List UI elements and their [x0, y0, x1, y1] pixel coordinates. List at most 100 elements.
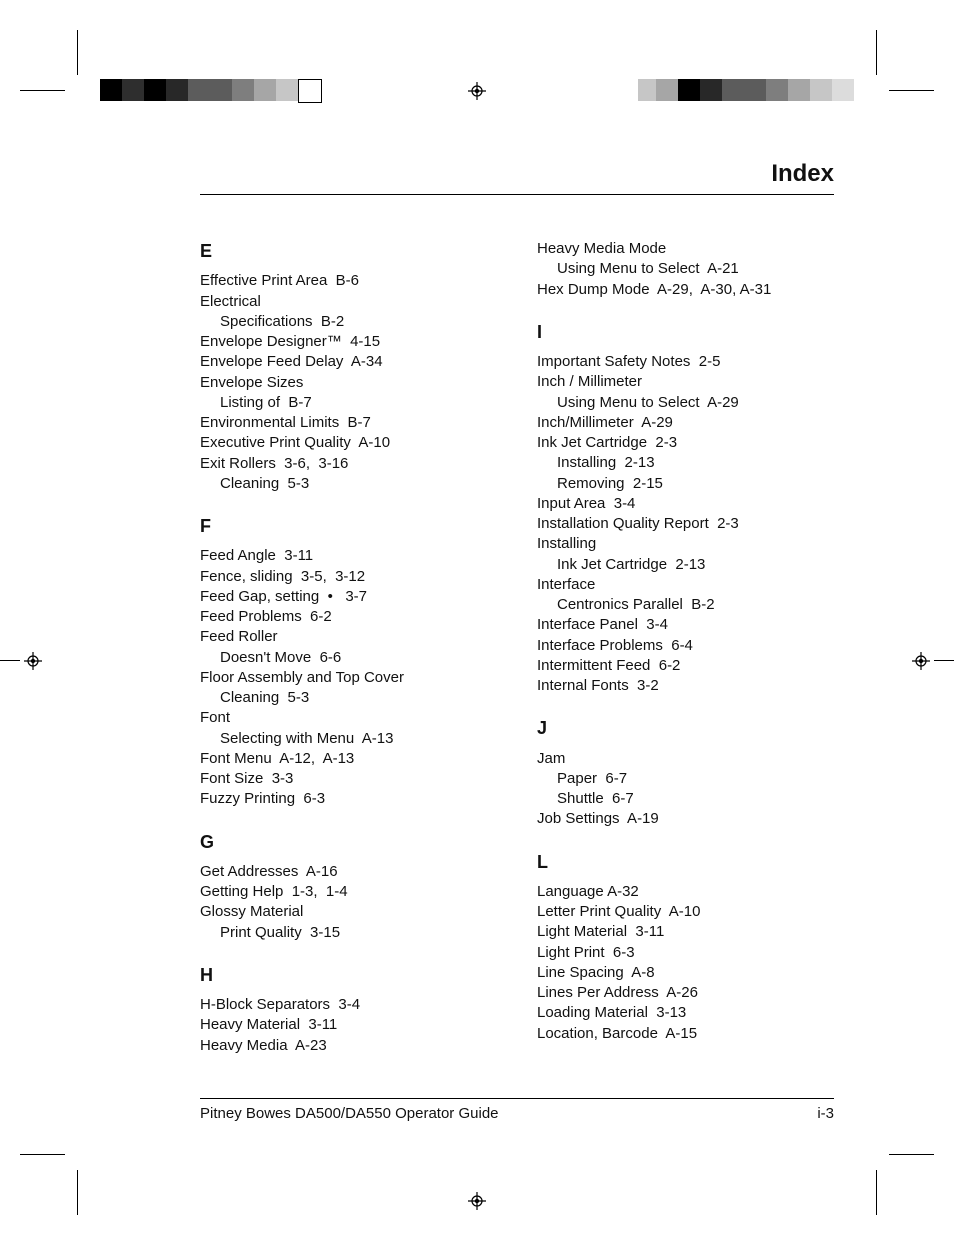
crop-mark	[876, 30, 877, 75]
crop-mark	[77, 30, 78, 75]
index-entry: Letter Print Quality A-10	[537, 902, 834, 922]
index-entry: Removing 2-15	[537, 474, 834, 494]
index-entry: Loading Material 3-13	[537, 1003, 834, 1023]
crop-mark	[77, 1170, 78, 1215]
index-entry: Light Print 6-3	[537, 943, 834, 963]
index-entry: Environmental Limits B-7	[200, 413, 497, 433]
index-entry: Effective Print Area B-6	[200, 271, 497, 291]
color-chip	[638, 79, 656, 101]
index-entry: Installing 2-13	[537, 453, 834, 473]
index-entry: Line Spacing A-8	[537, 963, 834, 983]
index-entry: Listing of B-7	[200, 393, 497, 413]
index-entry: Inch/Millimeter A-29	[537, 413, 834, 433]
index-entry: Getting Help 1-3, 1-4	[200, 882, 497, 902]
index-letter: J	[537, 716, 834, 740]
index-entry: Heavy Media A-23	[200, 1036, 497, 1056]
index-entry: Shuttle 6-7	[537, 789, 834, 809]
index-entry: Using Menu to Select A-29	[537, 393, 834, 413]
registration-mark-icon	[912, 652, 930, 670]
content-area: Index EEffective Print Area B-6Electrica…	[200, 160, 834, 1056]
index-entry: Lines Per Address A-26	[537, 983, 834, 1003]
color-chip	[232, 79, 254, 101]
index-entry: Get Addresses A-16	[200, 862, 497, 882]
crop-mark	[934, 660, 954, 661]
index-entry: Doesn't Move 6-6	[200, 648, 497, 668]
index-entry: Paper 6-7	[537, 769, 834, 789]
index-entry: Floor Assembly and Top Cover	[200, 668, 497, 688]
index-entry: Feed Angle 3-11	[200, 546, 497, 566]
color-chip	[832, 79, 854, 101]
colorbar-right	[638, 79, 854, 101]
index-entry: Cleaning 5-3	[200, 474, 497, 494]
index-entry: Heavy Media Mode	[537, 239, 834, 259]
color-chip	[700, 79, 722, 101]
crop-mark	[889, 90, 934, 91]
index-entry: Internal Fonts 3-2	[537, 676, 834, 696]
index-entry: Ink Jet Cartridge 2-13	[537, 555, 834, 575]
index-entry: Location, Barcode A-15	[537, 1024, 834, 1044]
index-entry: Envelope Feed Delay A-34	[200, 352, 497, 372]
color-chip	[144, 79, 166, 101]
index-entry: Jam	[537, 749, 834, 769]
document-page: Index EEffective Print Area B-6Electrica…	[0, 0, 954, 1235]
index-entry: Hex Dump Mode A-29, A-30, A-31	[537, 280, 834, 300]
registration-mark-icon	[468, 82, 486, 100]
index-entry: Specifications B-2	[200, 312, 497, 332]
crop-mark	[20, 90, 65, 91]
index-letter: I	[537, 320, 834, 344]
index-entry: Language A-32	[537, 882, 834, 902]
color-chip	[122, 79, 144, 101]
index-letter: L	[537, 850, 834, 874]
footer-right: i-3	[817, 1105, 834, 1122]
index-entry: Font	[200, 708, 497, 728]
index-entry: Centronics Parallel B-2	[537, 595, 834, 615]
index-entry: Fence, sliding 3-5, 3-12	[200, 567, 497, 587]
index-entry: Light Material 3-11	[537, 922, 834, 942]
index-entry: Glossy Material	[200, 902, 497, 922]
page-footer: Pitney Bowes DA500/DA550 Operator Guide …	[200, 1098, 834, 1122]
color-chip	[744, 79, 766, 101]
color-chip	[298, 79, 322, 103]
index-entry: Font Menu A-12, A-13	[200, 749, 497, 769]
color-chip	[254, 79, 276, 101]
index-entry: Interface	[537, 575, 834, 595]
crop-mark	[889, 1154, 934, 1155]
index-entry: Interface Problems 6-4	[537, 636, 834, 656]
index-entry: Using Menu to Select A-21	[537, 259, 834, 279]
index-entry: Interface Panel 3-4	[537, 615, 834, 635]
index-entry: Intermittent Feed 6-2	[537, 656, 834, 676]
color-chip	[100, 79, 122, 101]
color-chip	[656, 79, 678, 101]
index-entry: Input Area 3-4	[537, 494, 834, 514]
index-entry: Feed Problems 6-2	[200, 607, 497, 627]
color-chip	[210, 79, 232, 101]
color-chip	[188, 79, 210, 101]
color-chip	[276, 79, 298, 101]
crop-mark	[20, 1154, 65, 1155]
footer-left: Pitney Bowes DA500/DA550 Operator Guide	[200, 1105, 499, 1122]
index-entry: Heavy Material 3-11	[200, 1015, 497, 1035]
index-entry: Inch / Millimeter	[537, 372, 834, 392]
index-entry: Selecting with Menu A-13	[200, 729, 497, 749]
crop-mark	[0, 660, 20, 661]
index-entry: Installation Quality Report 2-3	[537, 514, 834, 534]
index-entry: Feed Gap, setting • 3-7	[200, 587, 497, 607]
index-entry: Print Quality 3-15	[200, 923, 497, 943]
crop-mark	[876, 1170, 877, 1215]
color-chip	[722, 79, 744, 101]
color-chip	[788, 79, 810, 101]
index-column-right: Heavy Media ModeUsing Menu to Select A-2…	[537, 239, 834, 1056]
index-entry: Envelope Designer™ 4-15	[200, 332, 497, 352]
index-entry: Envelope Sizes	[200, 373, 497, 393]
color-chip	[810, 79, 832, 101]
index-letter: H	[200, 963, 497, 987]
index-columns: EEffective Print Area B-6ElectricalSpeci…	[200, 239, 834, 1056]
registration-mark-icon	[24, 652, 42, 670]
index-entry: Installing	[537, 534, 834, 554]
index-entry: Fuzzy Printing 6-3	[200, 789, 497, 809]
index-entry: Font Size 3-3	[200, 769, 497, 789]
index-entry: Exit Rollers 3-6, 3-16	[200, 454, 497, 474]
page-title: Index	[200, 160, 834, 195]
index-column-left: EEffective Print Area B-6ElectricalSpeci…	[200, 239, 497, 1056]
index-entry: Ink Jet Cartridge 2-3	[537, 433, 834, 453]
